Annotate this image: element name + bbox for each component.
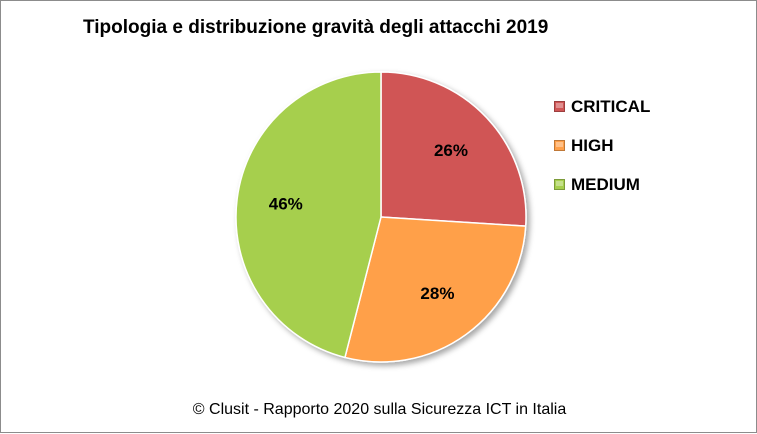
legend-swatch-medium — [554, 179, 565, 190]
legend-label-medium: MEDIUM — [571, 175, 640, 194]
pie-label-high: 28% — [420, 284, 454, 303]
pie-slices — [235, 71, 527, 363]
pie-label-critical: 26% — [434, 141, 468, 160]
legend-swatch-high — [554, 140, 565, 151]
legend-swatch-critical — [554, 101, 565, 112]
legend-label-critical: CRITICAL — [571, 97, 651, 116]
pie-slice-high — [344, 216, 527, 363]
legend-label-high: HIGH — [571, 136, 614, 155]
pie-slice-critical — [380, 71, 527, 227]
copyright-footer: © Clusit - Rapporto 2020 sulla Sicurezza… — [192, 401, 567, 418]
pie-label-medium: 46% — [269, 194, 303, 213]
chart-title: Tipologia e distribuzione gravità degli … — [83, 17, 549, 38]
pie-slice-medium — [235, 71, 382, 359]
pie-slice-labels: 26% 28% 46% — [269, 141, 468, 303]
